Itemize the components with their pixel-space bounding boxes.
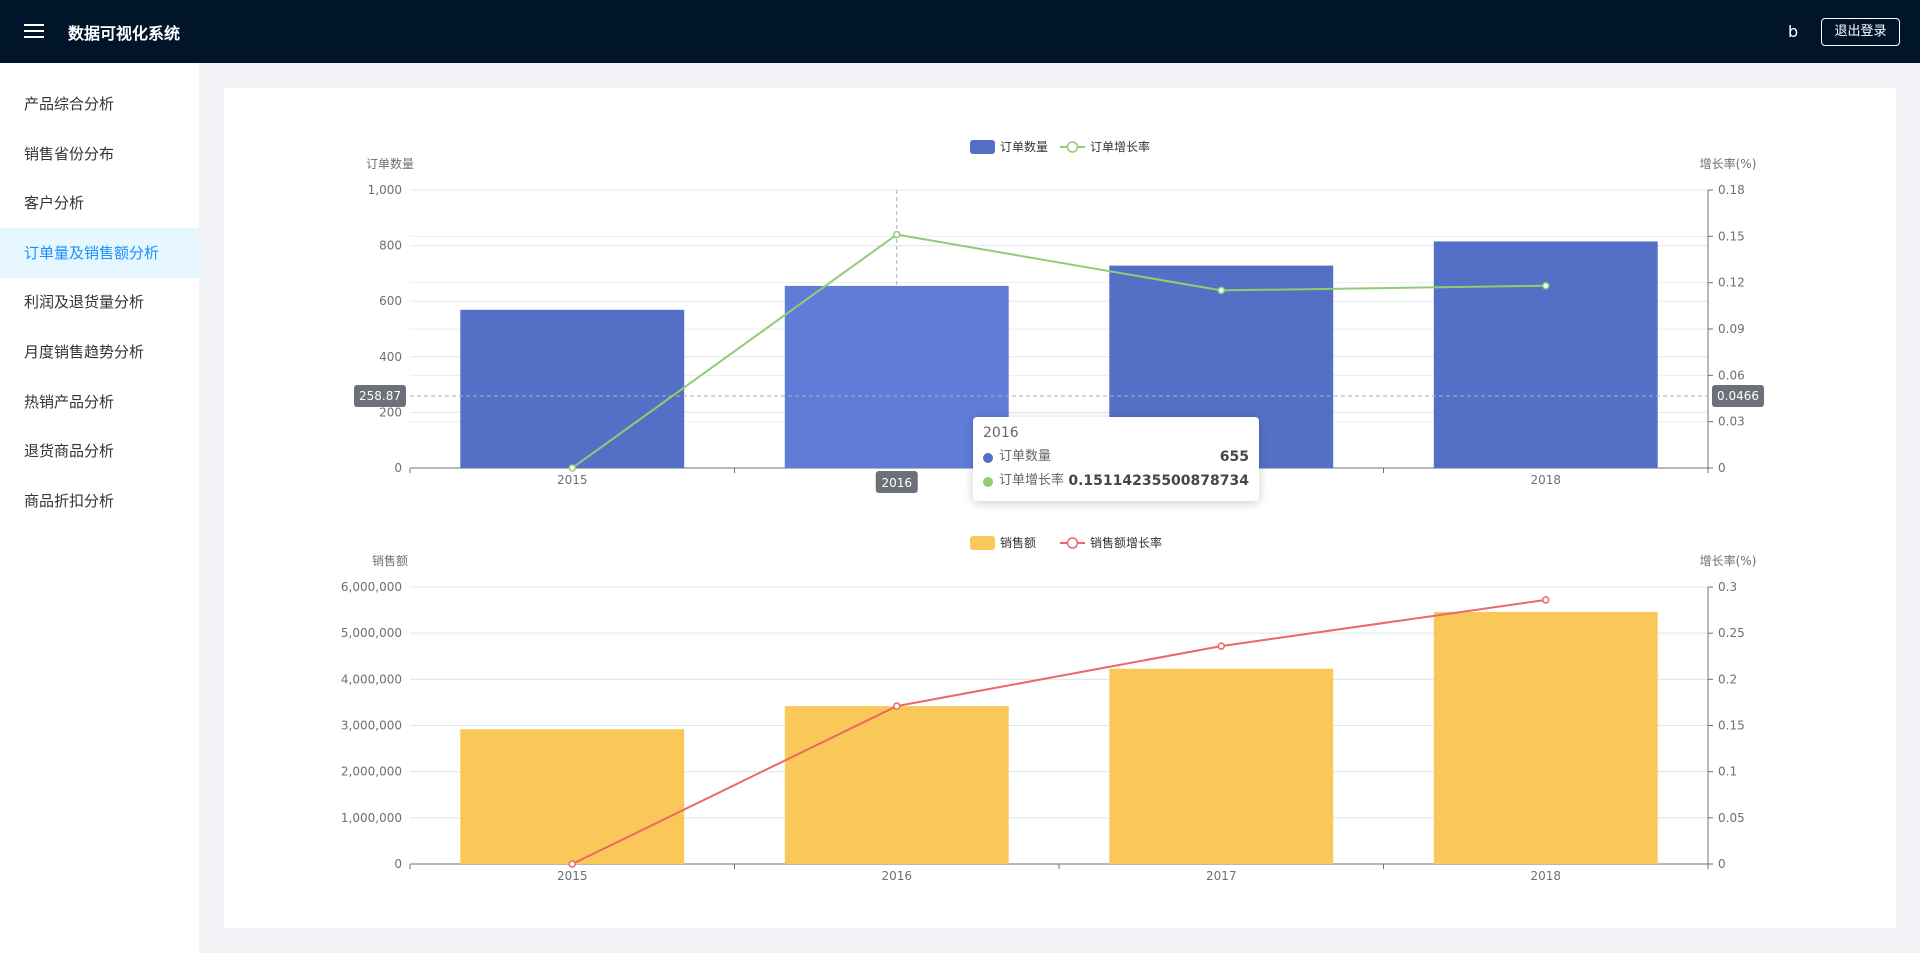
legend-bar-swatch [970, 536, 995, 550]
legend-line-marker [1066, 537, 1079, 549]
y-left-axis-label: 销售额 [372, 553, 408, 568]
legend-line-label: 销售额增长率 [1090, 535, 1162, 550]
y-right-tick-label: 0.25 [1718, 626, 1745, 640]
line-point [568, 860, 576, 868]
y-right-tick-label: 0.1 [1718, 765, 1737, 779]
tooltip-title: 2016 [983, 425, 1019, 441]
y-left-tick-label: 5,000,000 [341, 626, 402, 640]
y-left-tick-label: 1,000,000 [341, 811, 402, 825]
bar [460, 309, 685, 468]
legend-line-label: 订单增长率 [1090, 139, 1150, 154]
sidebar-item-returned-goods[interactable]: 退货商品分析 [24, 442, 115, 460]
bar [460, 729, 685, 864]
axis-pointer-right-badge [1712, 385, 1764, 408]
user-name: b [1788, 22, 1799, 41]
axis-pointer-right-label: 0.0466 [1717, 389, 1759, 403]
tooltip-label: 订单增长率 [999, 473, 1065, 488]
y-left-tick-label: 1,000 [368, 183, 402, 197]
line-point [893, 230, 901, 239]
y-right-axis-label: 增长率(%) [1700, 553, 1757, 568]
y-left-tick-label: 0 [394, 857, 402, 871]
tooltip-label: 订单数量 [999, 449, 1052, 464]
sidebar-item-customer-analysis[interactable]: 客户分析 [24, 194, 85, 212]
y-left-tick-label: 2,000,000 [341, 765, 402, 779]
y-left-tick-label: 400 [379, 350, 402, 364]
chart-tooltip: 2016 订单数量 655 订单增长率 0.15114235500878734 [973, 417, 1259, 501]
y-right-tick-label: 0.15 [1718, 719, 1745, 733]
series-line [571, 233, 1546, 469]
y-right-tick-label: 0.15 [1718, 229, 1745, 243]
tooltip-row: 订单数量 655 [983, 445, 1249, 469]
y-left-axis-label: 订单数量 [366, 156, 414, 171]
y-right-tick-label: 0 [1718, 461, 1726, 475]
sidebar-item-orders-sales[interactable]: 订单量及销售额分析 [0, 228, 199, 278]
y-right-tick-label: 0.12 [1718, 276, 1745, 290]
y-right-tick-label: 0.3 [1718, 580, 1737, 594]
y-right-tick-label: 0.09 [1718, 322, 1745, 336]
axis-pointer-left-badge [354, 385, 406, 408]
line-point [1542, 282, 1550, 290]
y-left-tick-label: 200 [379, 405, 402, 419]
series-line [571, 598, 1546, 865]
y-left-tick-label: 600 [379, 294, 402, 308]
tooltip-dot [983, 453, 993, 463]
bar [1433, 611, 1658, 864]
logout-button[interactable]: 退出登录 [1821, 18, 1900, 46]
y-left-tick-label: 3,000,000 [341, 719, 402, 733]
line-point [1217, 642, 1225, 650]
x-tick-label: 2018 [1530, 869, 1561, 883]
axis-pointer-left-label: 258.87 [359, 389, 401, 403]
legend-line-marker [1066, 141, 1079, 153]
y-right-tick-label: 0.18 [1718, 183, 1745, 197]
bar [1109, 668, 1334, 864]
legend-bar-label: 销售额 [1000, 535, 1036, 550]
tooltip-row: 订单增长率 0.15114235500878734 [983, 469, 1249, 493]
x-tick-label: 2017 [1206, 869, 1237, 883]
sidebar: 产品综合分析 销售省份分布 客户分析 订单量及销售额分析 利润及退货量分析 月度… [0, 63, 199, 953]
y-right-tick-label: 0.03 [1718, 415, 1745, 429]
legend-bar-label: 订单数量 [1000, 139, 1048, 154]
line-point [568, 464, 576, 472]
y-left-tick-label: 800 [379, 239, 402, 253]
top-bar: 数据可视化系统 b 退出登录 [0, 0, 1920, 63]
y-left-tick-label: 4,000,000 [341, 672, 402, 686]
y-left-tick-label: 6,000,000 [341, 580, 402, 594]
sidebar-item-discount-analysis[interactable]: 商品折扣分析 [24, 492, 115, 510]
x-tick-label: 2015 [557, 869, 588, 883]
x-tick-label: 2016 [881, 869, 912, 883]
tooltip-value: 655 [1219, 449, 1249, 465]
y-right-axis-label: 增长率(%) [1700, 156, 1757, 171]
bar [784, 285, 1009, 468]
axis-pointer-x-badge [875, 471, 918, 493]
y-right-tick-label: 0.05 [1718, 811, 1745, 825]
y-right-tick-label: 0 [1718, 857, 1726, 871]
legend-bar-swatch [970, 140, 995, 154]
y-right-tick-label: 0.06 [1718, 368, 1745, 382]
menu-icon[interactable] [24, 20, 44, 42]
line-point [1217, 286, 1225, 295]
y-right-tick-label: 0.2 [1718, 672, 1737, 686]
x-tick-label: 2016 [881, 476, 912, 490]
tooltip-dot [983, 477, 993, 487]
line-point [1542, 596, 1550, 604]
line-point [893, 702, 901, 710]
x-tick-label: 2018 [1530, 473, 1561, 487]
sidebar-item-province-distribution[interactable]: 销售省份分布 [24, 145, 115, 163]
x-tick-label: 2015 [557, 473, 588, 487]
app-title: 数据可视化系统 [68, 24, 181, 43]
sidebar-item-profit-returns[interactable]: 利润及退货量分析 [24, 293, 145, 311]
tooltip-value: 0.15114235500878734 [1068, 473, 1249, 489]
y-left-tick-label: 0 [394, 461, 402, 475]
sidebar-item-monthly-trend[interactable]: 月度销售趋势分析 [24, 343, 145, 361]
bar [784, 706, 1009, 864]
sidebar-item-hot-products[interactable]: 热销产品分析 [24, 393, 115, 411]
bar [1433, 241, 1658, 468]
sidebar-item-product-analysis[interactable]: 产品综合分析 [24, 95, 115, 113]
